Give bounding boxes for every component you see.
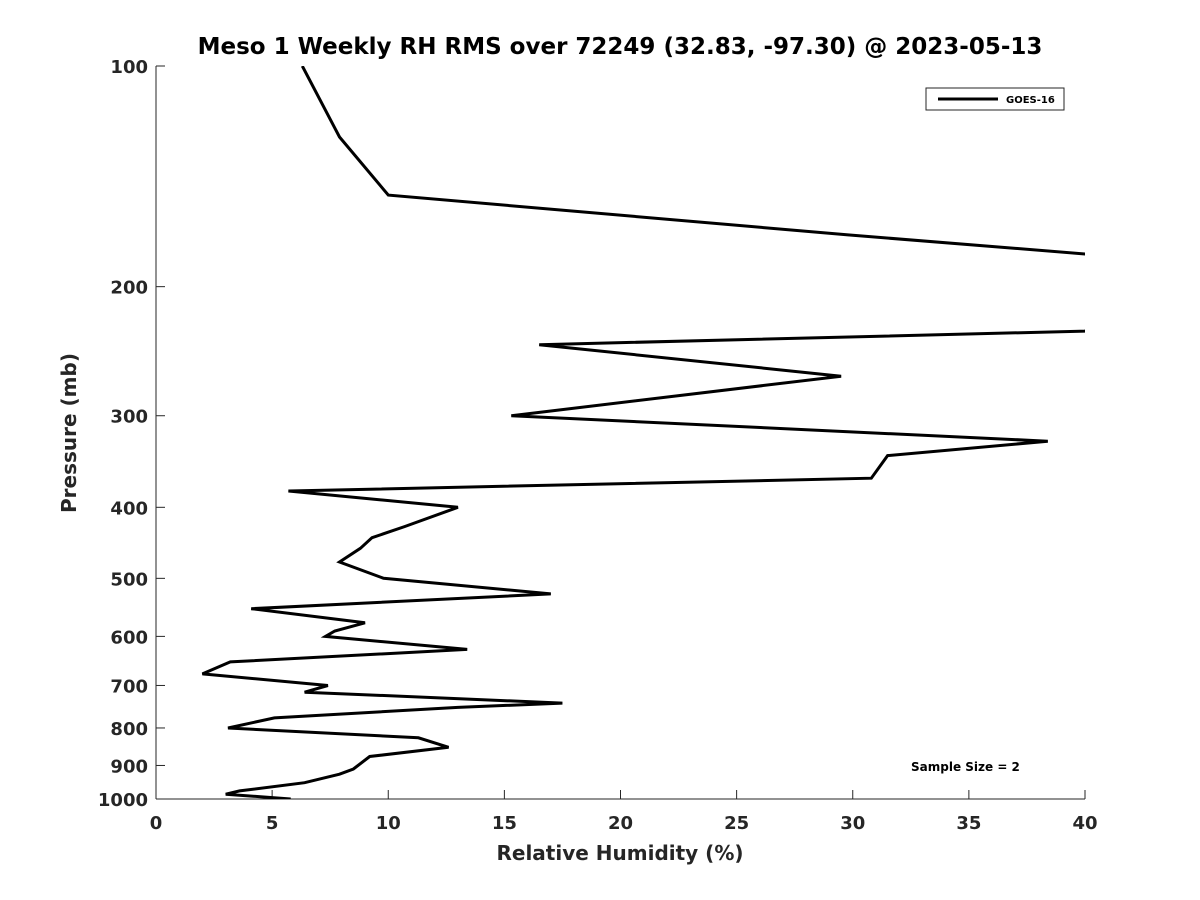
x-tick-label: 30 [840,813,865,834]
sample-size-annotation: Sample Size = 2 [911,760,1020,774]
x-axis-label: Relative Humidity (%) [496,841,743,865]
y-tick-label: 300 [110,407,148,428]
legend-entry-goes16: GOES-16 [1006,95,1055,106]
legend: GOES-16 [925,87,1065,111]
y-axis-label: Pressure (mb) [57,353,81,513]
x-tick-label: 10 [376,813,401,834]
y-tick-label: 200 [110,278,148,299]
y-axis-ticks: 100 200 300 400 500 600 700 800 900 1000 [98,57,165,811]
x-tick-label: 15 [492,813,517,834]
y-tick-label: 1000 [98,790,148,811]
chart-title: Meso 1 Weekly RH RMS over 72249 (32.83, … [198,34,1043,60]
x-axis-ticks: 0 5 10 15 20 25 30 35 40 [150,790,1098,834]
x-tick-label: 20 [608,813,633,834]
x-tick-label: 40 [1072,813,1097,834]
y-tick-label: 800 [110,719,148,740]
x-tick-label: 5 [266,813,279,834]
y-tick-label: 100 [110,57,148,78]
y-tick-label: 700 [110,676,148,697]
series-line-goes16 [201,66,1085,799]
y-tick-label: 600 [110,627,148,648]
y-tick-label: 500 [110,569,148,590]
x-tick-label: 0 [150,813,163,834]
y-tick-label: 400 [110,498,148,519]
x-tick-label: 25 [724,813,749,834]
x-tick-label: 35 [956,813,981,834]
y-tick-label: 900 [110,756,148,777]
